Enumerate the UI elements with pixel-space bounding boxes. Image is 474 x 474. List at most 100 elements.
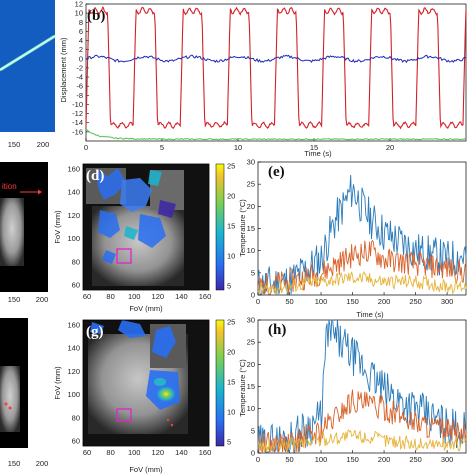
panel-f: 150 200 [0, 318, 48, 468]
y-tick-label: 0 [251, 291, 255, 300]
panel-d: (d) 60 80 100 120 140 160 160 140 120 100 80 60 FoV… [53, 162, 235, 314]
image-x-tick: 160 [199, 292, 212, 301]
panel-g-colorbar-ticks: 25 20 15 10 5 [227, 318, 235, 447]
image-x-tick: 100 [128, 448, 141, 457]
temperature-series-3 [257, 270, 467, 295]
x-tick-label: 300 [441, 455, 454, 464]
y-tick-label: -16 [72, 127, 83, 136]
y-tick-label: 0 [251, 449, 255, 458]
x-tick-label: 5 [160, 143, 164, 152]
panel-b-xlabel: Time (s) [304, 149, 332, 158]
y-tick-label: 25 [247, 338, 255, 347]
panel-a-tick-1: 150 [8, 140, 21, 149]
series-blue-displacement [85, 54, 467, 64]
y-tick-label: 10 [75, 9, 83, 18]
y-tick-label: 6 [79, 27, 83, 36]
x-tick-label: 250 [409, 455, 422, 464]
panel-d-overlay [96, 168, 176, 264]
panel-g-axes: 60 80 100 120 140 160 160 140 120 100 80 60 [67, 321, 211, 458]
panel-e-label: (e) [268, 164, 285, 180]
y-tick-label: 4 [79, 36, 83, 45]
y-tick-label: 2 [79, 45, 83, 54]
panel-f-tick-2: 200 [36, 459, 49, 468]
y-tick-label: 0 [79, 54, 83, 63]
temperature-series-1 [257, 174, 467, 295]
x-tick-label: 50 [285, 455, 293, 464]
colorbar-tick: 25 [227, 318, 235, 327]
panel-h-ylabel: Temperature (°C) [238, 359, 247, 417]
panel-g-label: (g) [86, 324, 104, 340]
panel-a: 150 200 [0, 0, 56, 149]
y-tick-label: 15 [247, 382, 255, 391]
y-tick-label: -6 [76, 82, 83, 91]
plot-frame [257, 319, 467, 454]
panel-d-colorbar [215, 163, 225, 291]
y-tick-label: 25 [247, 180, 255, 189]
y-tick-label: 5 [251, 268, 255, 277]
colorbar-tick: 20 [227, 348, 235, 357]
image-y-tick: 160 [67, 165, 80, 174]
y-tick-label: 8 [79, 18, 83, 27]
colorbar-tick: 5 [227, 282, 231, 291]
colorbar-tick: 20 [227, 192, 235, 201]
x-tick-label: 300 [441, 297, 454, 306]
x-tick-label: 50 [285, 297, 293, 306]
panel-d-axes: 60 80 100 120 140 160 160 140 120 100 80 60 [67, 165, 211, 302]
image-y-tick: 140 [67, 344, 80, 353]
panel-c-annotation: ition [2, 182, 17, 191]
x-tick-label: 10 [234, 143, 242, 152]
colorbar-tick: 25 [227, 162, 235, 171]
image-x-tick: 100 [128, 292, 141, 301]
image-y-tick: 160 [67, 321, 80, 330]
x-tick-label: 0 [84, 143, 88, 152]
image-x-tick: 120 [152, 292, 165, 301]
panel-c-tick-2: 200 [36, 295, 49, 304]
x-tick-label: 0 [256, 455, 260, 464]
temperature-series-1 [257, 319, 467, 453]
series-red-displacement [85, 6, 467, 130]
y-tick-label: 20 [247, 360, 255, 369]
panel-a-tick-2: 200 [37, 140, 50, 149]
image-x-tick: 140 [175, 292, 188, 301]
panel-d-roi [116, 248, 132, 264]
y-tick-label: 20 [247, 202, 255, 211]
colorbar-tick: 5 [227, 438, 231, 447]
image-y-tick: 120 [67, 367, 80, 376]
y-tick-label: 30 [247, 158, 255, 167]
image-y-tick: 120 [67, 211, 80, 220]
image-y-tick: 60 [72, 437, 80, 446]
panel-f-tick-1: 150 [8, 459, 21, 468]
temperature-series-3 [257, 429, 467, 453]
panel-g-xlabel: FoV (mm) [129, 465, 163, 474]
y-tick-label: 30 [247, 316, 255, 325]
image-y-tick: 140 [67, 188, 80, 197]
image-x-tick: 60 [83, 448, 91, 457]
x-tick-label: 100 [315, 455, 328, 464]
y-tick-label: -8 [76, 91, 83, 100]
x-tick-label: 100 [315, 297, 328, 306]
panel-e-ylabel: Temperature (°C) [238, 199, 247, 257]
panel-e-xlabel: Time (s) [356, 310, 384, 319]
image-x-tick: 80 [106, 448, 114, 457]
y-tick-label: -14 [72, 118, 83, 127]
y-tick-label: 10 [247, 404, 255, 413]
panel-d-colorbar-ticks: 25 20 15 10 5 [227, 162, 235, 291]
y-tick-label: -4 [76, 73, 83, 82]
image-x-tick: 120 [152, 448, 165, 457]
x-tick-label: 20 [386, 143, 394, 152]
panel-g-ylabel: FoV (mm) [53, 366, 62, 400]
panel-h-label: (h) [268, 322, 286, 338]
y-tick-label: 5 [251, 426, 255, 435]
y-tick-label: 10 [247, 246, 255, 255]
y-tick-label: 15 [247, 224, 255, 233]
image-x-tick: 140 [175, 448, 188, 457]
series-green-displacement [85, 129, 467, 141]
image-y-tick: 80 [72, 413, 80, 422]
x-tick-label: 15 [310, 143, 318, 152]
panel-g: (g) 60 80 100 120 140 160 160 140 120 100 80 60 FoV… [53, 318, 235, 474]
